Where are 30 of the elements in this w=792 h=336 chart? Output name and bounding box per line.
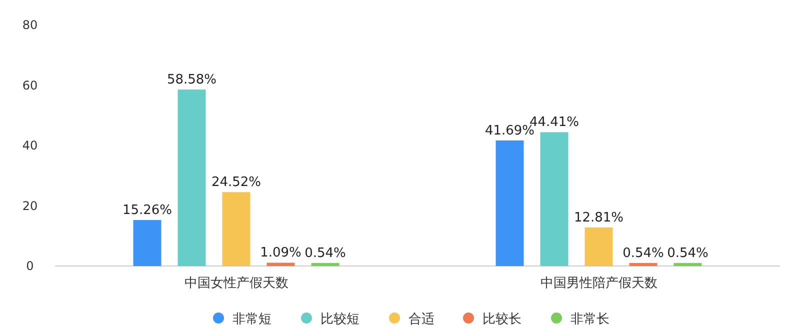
bar [311,263,340,266]
bar [584,227,613,266]
bar [629,263,658,266]
y-tick-label: 80 [22,18,38,32]
data-label: 15.26% [122,203,172,218]
data-label: 0.54% [667,246,708,261]
data-label: 58.58% [166,72,217,88]
y-tick-label: 40 [22,138,38,152]
x-tick-label: 中国女性产假天数 [184,276,288,291]
data-label: 12.81% [574,210,624,226]
legend-label: 非常长 [570,312,610,327]
bar [178,90,206,266]
bar [496,140,524,266]
legend-label: 合适 [408,312,434,327]
bar [222,192,250,266]
bar [540,132,568,266]
x-tick-label: 中国男性陪产假天数 [540,276,658,291]
y-tick-label: 20 [22,198,38,213]
legend-label: 比较长 [482,312,522,327]
bar [674,263,702,266]
data-label: 0.54% [304,246,346,261]
data-label: 24.52% [211,175,262,190]
bar [266,262,295,266]
data-label: 0.54% [622,246,664,261]
y-tick-label: 60 [22,78,38,92]
legend-label: 非常短 [232,312,272,327]
legend-label: 比较短 [320,312,360,327]
data-label: 1.09% [260,246,302,261]
bar [133,220,162,266]
y-tick-label: 0 [26,259,34,273]
